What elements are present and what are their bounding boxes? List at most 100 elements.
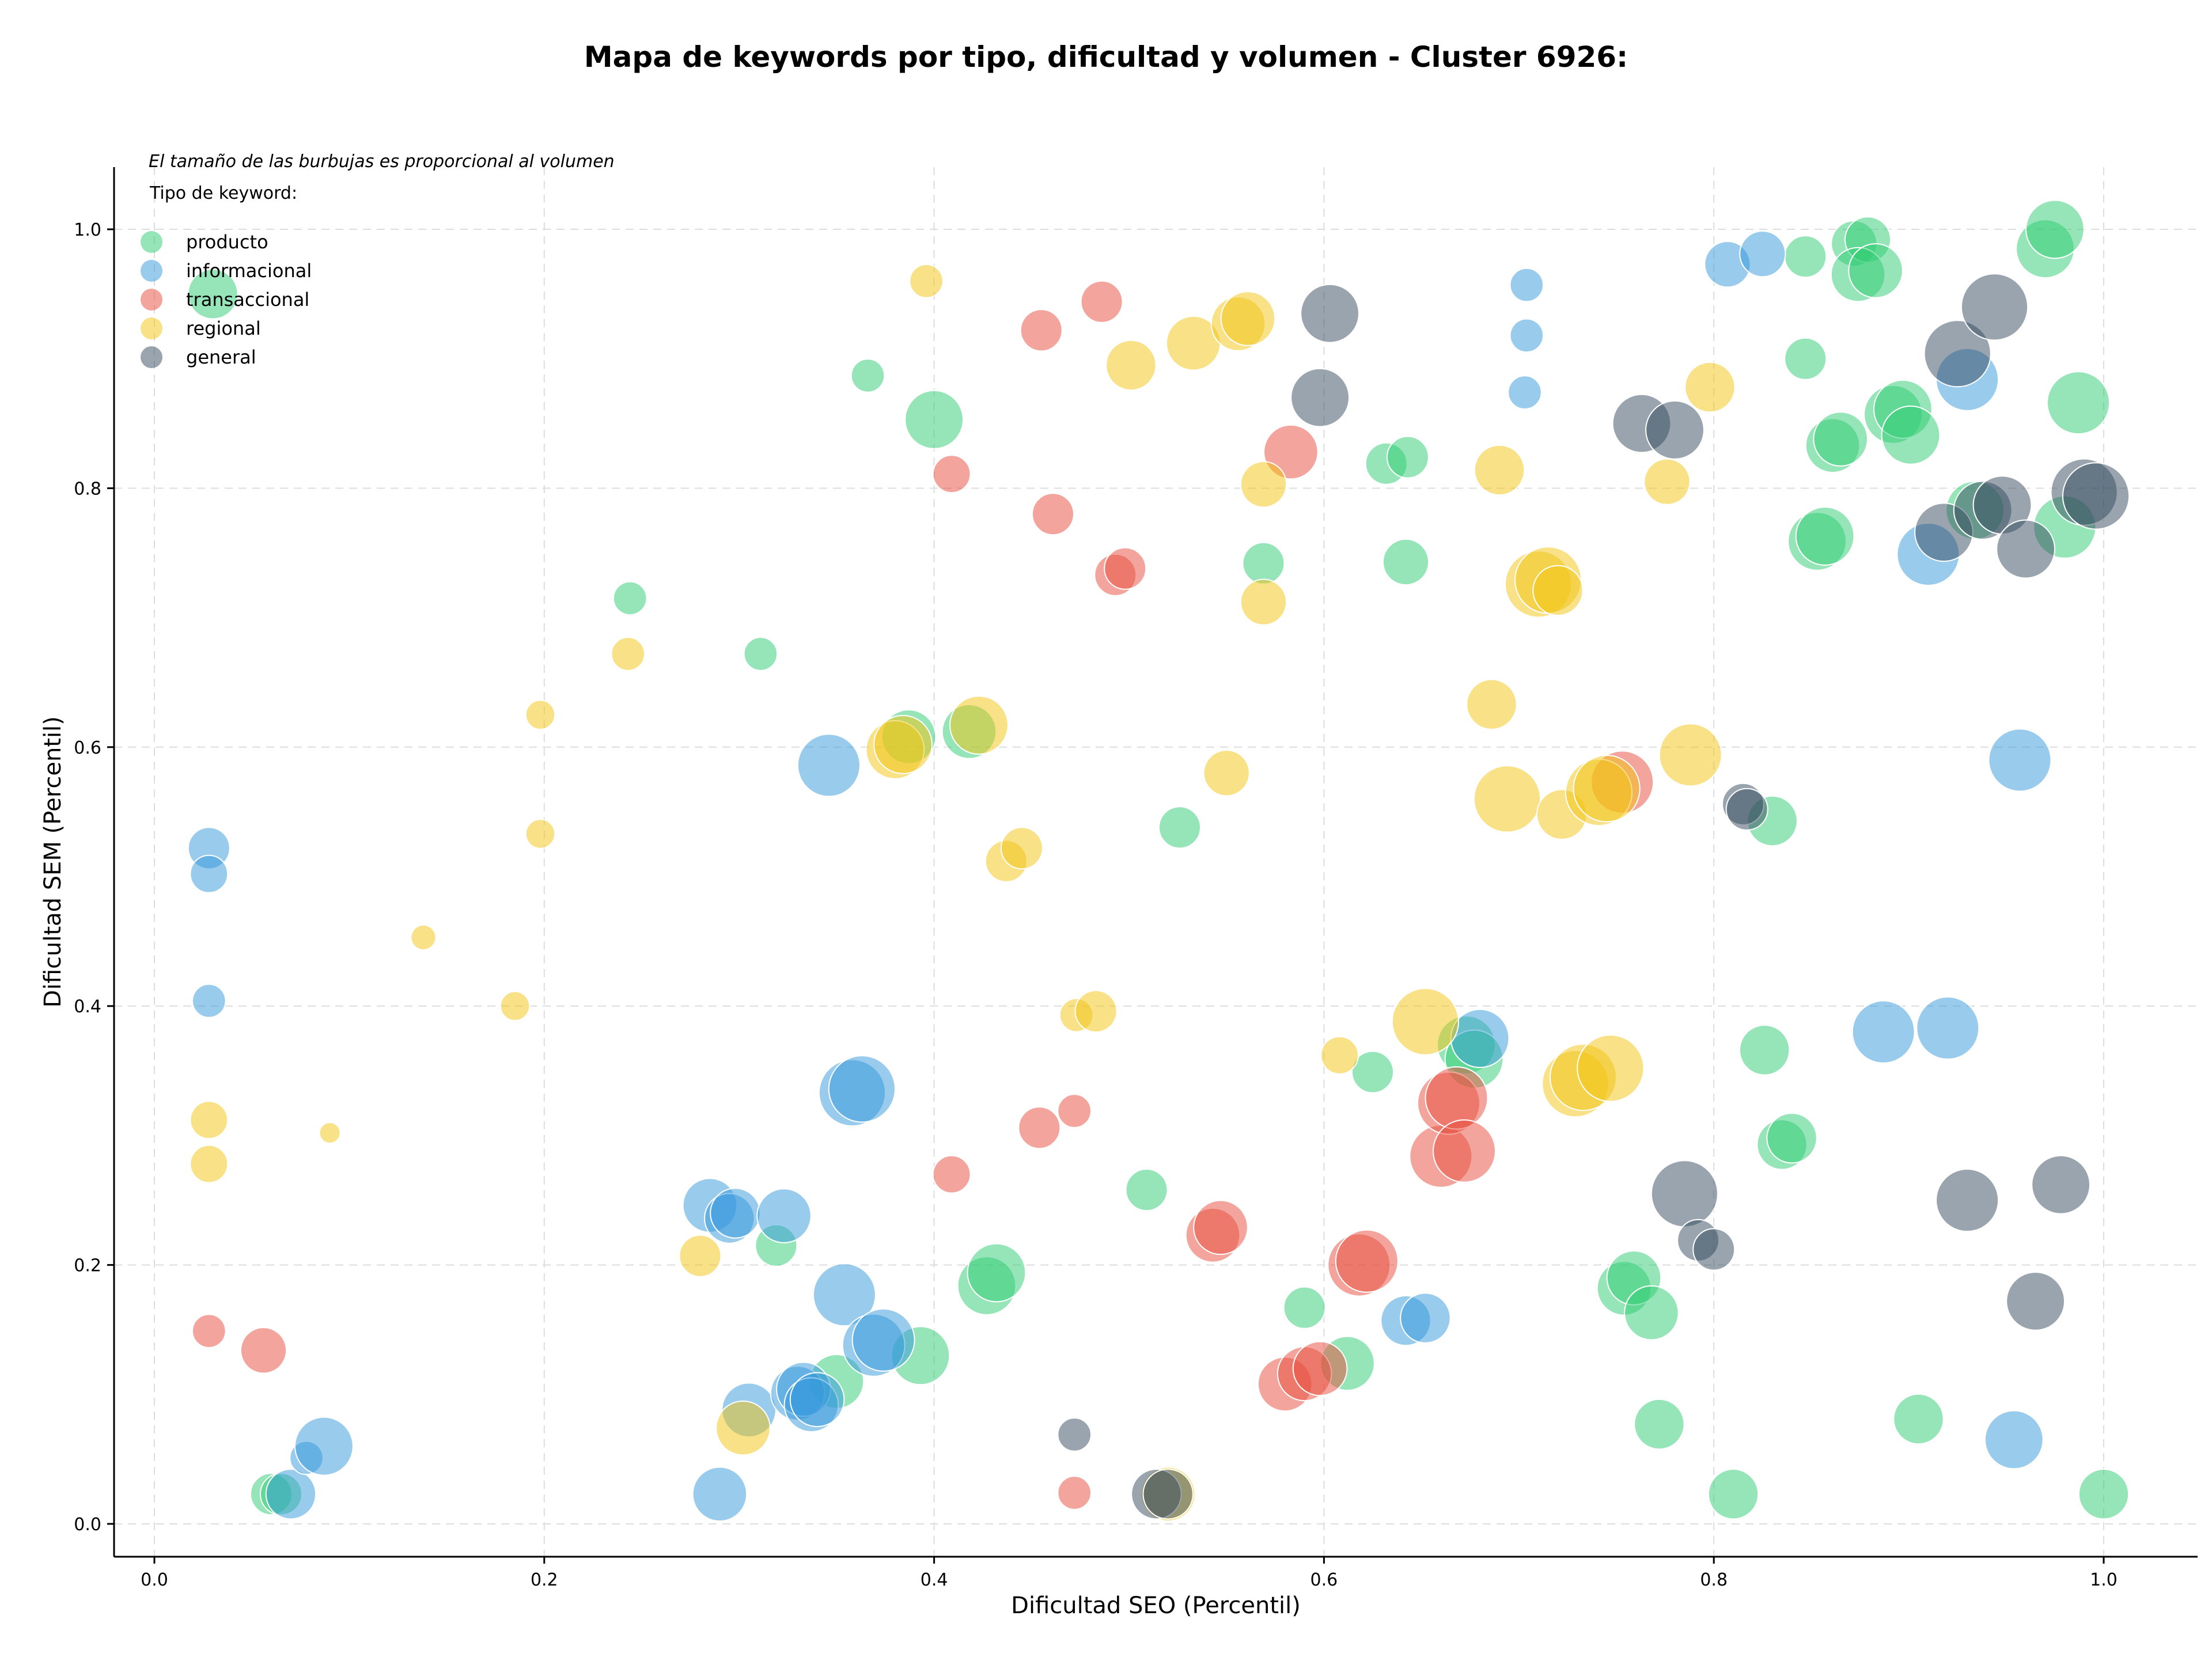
bubble-general — [1142, 1469, 1194, 1520]
bubble-informacional — [1851, 1000, 1915, 1064]
bubble-informacional — [1400, 1292, 1451, 1344]
bubble-producto — [1795, 506, 1855, 566]
bubble-transaccional — [932, 455, 971, 494]
bubble-regional — [909, 264, 944, 298]
bubble-regional — [410, 924, 437, 951]
bubble-general — [2031, 1155, 2091, 1214]
bubble-producto — [1624, 1285, 1679, 1341]
bubble-informacional — [1988, 728, 2052, 792]
bubble-regional — [1473, 765, 1541, 833]
bubble-regional — [525, 699, 556, 730]
bubble-transaccional — [1057, 1475, 1092, 1510]
bubble-producto — [1784, 235, 1827, 278]
bubble-regional — [1000, 827, 1043, 870]
bubble-informacional — [1508, 375, 1542, 410]
x-tick-label: 0.0 — [141, 1570, 168, 1590]
bubble-regional — [1220, 291, 1276, 346]
legend-title: Tipo de keyword: — [149, 183, 297, 203]
x-tick-label: 0.8 — [1700, 1570, 1728, 1590]
bubble-producto — [1634, 1398, 1685, 1450]
bubble-transaccional — [1020, 309, 1063, 352]
bubble-informacional — [192, 983, 226, 1018]
y-tick-label: 1.0 — [74, 220, 101, 240]
bubble-size-note: El tamaño de las burbujas es proporciona… — [149, 152, 615, 172]
y-tick-label: 0.0 — [74, 1515, 101, 1535]
legend-label-producto: producto — [186, 231, 268, 253]
bubble-informacional — [265, 1469, 317, 1520]
bubble-general — [1936, 1168, 1999, 1232]
legend-marker-informacional — [141, 260, 162, 282]
legend-label-regional: regional — [186, 317, 261, 339]
legend: Tipo de keyword: producto informacional tr… — [141, 183, 312, 368]
bubble-general — [1923, 320, 1991, 388]
bubble-regional — [1577, 1034, 1645, 1102]
y-axis-label: Dificultad SEM (Percentil) — [40, 716, 66, 1008]
bubble-regional — [1203, 750, 1250, 797]
bubble-informacional — [1739, 230, 1786, 278]
bubble-informacional — [1984, 1410, 2044, 1470]
bubble-producto — [850, 358, 885, 393]
legend-marker-general — [141, 346, 162, 368]
bubble-producto — [743, 637, 778, 671]
bubbles — [187, 199, 2130, 1522]
bubble-informacional — [789, 1372, 845, 1428]
bubble-transaccional — [1193, 1200, 1248, 1255]
bubble-informacional — [812, 1263, 876, 1327]
bubble-producto — [1766, 1113, 1817, 1164]
bubble-regional — [1643, 458, 1691, 505]
bubble-producto — [904, 389, 964, 449]
bubble-informacional — [1509, 267, 1544, 302]
bubble-informacional — [756, 1188, 812, 1243]
bubble-producto — [2078, 1469, 2130, 1520]
bubble-regional — [611, 637, 646, 671]
bubble-transaccional — [1080, 280, 1123, 323]
bubble-producto — [1351, 1050, 1394, 1094]
y-tick-label: 0.4 — [74, 997, 101, 1017]
bubble-informacional — [1509, 318, 1544, 353]
bubble-regional — [1466, 679, 1517, 730]
bubble-general — [1290, 368, 1350, 427]
bubble-producto — [1893, 1393, 1944, 1445]
bubble-general — [1725, 788, 1768, 831]
legend-label-transaccional: transaccional — [186, 289, 309, 311]
bubble-transaccional — [1057, 1094, 1092, 1128]
bubble-regional — [190, 1100, 229, 1140]
bubble-transaccional — [192, 1314, 226, 1348]
bubble-informacional — [294, 1416, 354, 1476]
bubble-informacional — [851, 1308, 915, 1372]
y-tick-label: 0.6 — [74, 738, 101, 758]
x-tick-label: 0.6 — [1310, 1570, 1338, 1590]
bubble-producto — [1386, 436, 1429, 479]
bubble-regional — [1391, 987, 1459, 1055]
bubble-general — [1960, 273, 2029, 341]
bubble-transaccional — [1104, 547, 1147, 590]
bubble-transaccional — [1433, 1119, 1496, 1183]
grid — [114, 167, 2198, 1557]
bubble-regional — [949, 695, 1009, 755]
bubble-regional — [1573, 755, 1641, 823]
bubble-informacional — [190, 854, 229, 894]
bubble-informacional — [828, 1055, 896, 1123]
axes — [113, 167, 2198, 1558]
bubble-producto — [1848, 243, 1903, 298]
bubble-producto — [967, 1243, 1027, 1303]
bubble-producto — [1707, 1469, 1759, 1520]
bubble-general — [2006, 1272, 2066, 1331]
bubble-regional — [1658, 723, 1722, 787]
x-tick-label: 0.4 — [921, 1570, 948, 1590]
bubble-regional — [525, 819, 556, 849]
x-tick-label: 0.2 — [531, 1570, 558, 1590]
bubble-general — [2062, 462, 2130, 530]
bubble-transaccional — [1335, 1229, 1399, 1293]
bubble-producto — [1739, 1024, 1790, 1076]
bubble-transaccional — [1032, 493, 1074, 536]
bubble-regional — [1684, 361, 1736, 413]
bubble-producto — [1125, 1168, 1168, 1212]
y-tick-label: 0.2 — [74, 1256, 101, 1276]
bubble-regional — [1240, 461, 1287, 508]
bubble-producto — [1242, 542, 1285, 585]
bubble-general — [1300, 283, 1360, 343]
chart-title: Mapa de keywords por tipo, dificultad y … — [584, 40, 1628, 74]
legend-marker-regional — [141, 317, 162, 339]
